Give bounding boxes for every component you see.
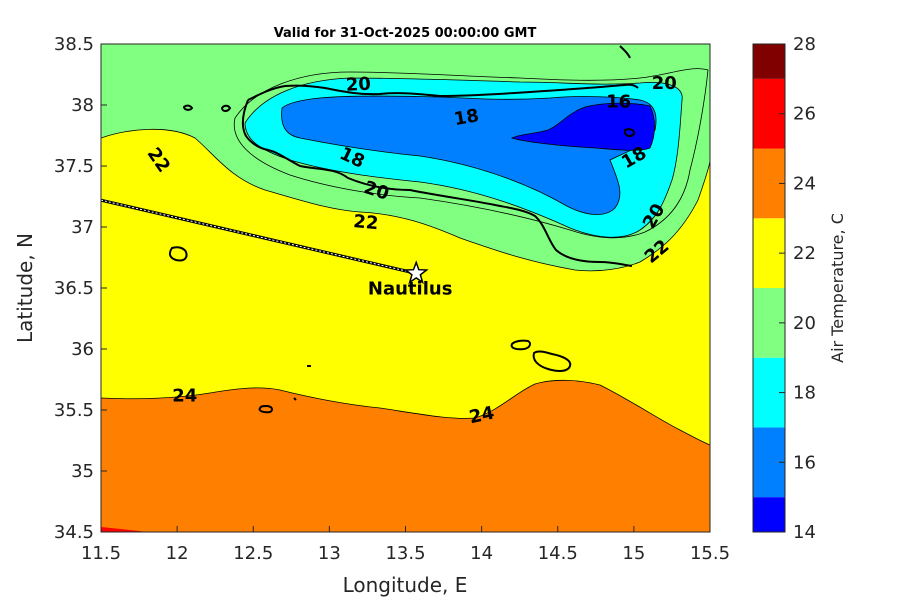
y-tick-label: 35.5: [54, 400, 94, 421]
station-marker-group: Nautilus: [368, 260, 453, 299]
colorbar-tick-label: 18: [793, 383, 816, 404]
station-label: Nautilus: [368, 278, 453, 299]
colorbar-tick-label: 20: [793, 313, 816, 334]
x-tick-label: 15.5: [690, 543, 730, 564]
y-tick-label: 38: [71, 95, 94, 116]
colorbar-tick-label: 26: [793, 104, 816, 125]
colorbar: 14 16 18 20 22 24 26 28: [752, 34, 816, 543]
colorbar-tick-label: 16: [793, 452, 816, 473]
colorbar-tick-label: 22: [793, 243, 816, 264]
y-tick-label: 37: [71, 217, 94, 238]
colorbar-tick-label: 28: [793, 34, 816, 55]
y-axis-ticks: 34.5 35 35.5 36 36.5 37 37.5 38 38.5: [54, 34, 107, 543]
temperature-band-14: [510, 102, 655, 151]
contour-label: 22: [352, 211, 379, 234]
chart-title: Valid for 31-Oct-2025 00:00:00 GMT: [274, 26, 537, 41]
x-tick-label: 12: [166, 543, 189, 564]
x-tick-label: 14: [470, 543, 493, 564]
x-tick-label: 14.5: [538, 543, 578, 564]
temperature-band-26: [101, 527, 148, 532]
colorbar-frame: [752, 43, 786, 533]
contour-label: 20: [345, 74, 371, 96]
colorbar-tick-label: 14: [793, 522, 816, 543]
coastline-islands: [168, 104, 636, 414]
colorbar-label: Air Temperature, C: [828, 213, 847, 363]
contour-label: 18: [452, 105, 480, 130]
station-star-icon: [403, 260, 429, 285]
contour-label: 20: [652, 73, 677, 94]
coastline-sicily: [241, 45, 639, 267]
x-tick-label: 13.5: [385, 543, 425, 564]
x-tick-label: 11.5: [81, 543, 121, 564]
colorbar-tick-label: 24: [793, 173, 816, 194]
y-tick-label: 38.5: [54, 34, 94, 55]
y-axis-label: Latitude, N: [13, 233, 37, 343]
y-tick-label: 34.5: [54, 522, 94, 543]
contour-label: 16: [606, 91, 631, 112]
y-tick-label: 35: [71, 461, 94, 482]
y-tick-label: 36: [71, 339, 94, 360]
contour-label: 24: [467, 402, 496, 428]
x-tick-label: 15: [622, 543, 645, 564]
temperature-band-24: [101, 379, 710, 532]
y-tick-label: 36.5: [54, 278, 94, 299]
y-tick-label: 37.5: [54, 156, 94, 177]
x-axis-label: Longitude, E: [343, 573, 468, 597]
contour-label: 24: [172, 385, 197, 406]
ship-track-highlight: [101, 199, 417, 274]
x-tick-label: 13: [318, 543, 341, 564]
colorbar-swatch: [753, 497, 785, 532]
colorbar-swatch: [753, 44, 785, 79]
x-tick-label: 12.5: [233, 543, 273, 564]
x-axis-ticks: 11.5 12 12.5 13 13.5 14 14.5 15 15.5: [81, 526, 730, 564]
